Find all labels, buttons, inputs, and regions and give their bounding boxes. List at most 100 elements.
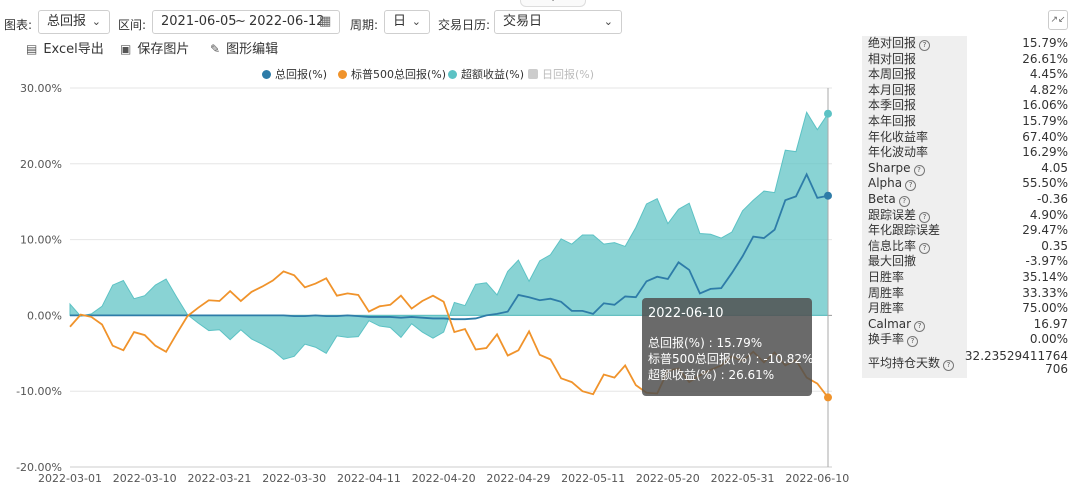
stat-value: -0.36 xyxy=(1036,191,1068,206)
stat-label-text: 信息比率 xyxy=(868,238,917,253)
stat-label-text: 跟踪误差 xyxy=(868,207,917,222)
stat-label: 最大回撤 xyxy=(862,254,967,270)
legend-item-benchmark[interactable]: 标普500总回报(%) xyxy=(338,66,446,82)
stat-label: 本年回报 xyxy=(862,113,967,130)
excel-export-button[interactable]: ▤ Excel导出 xyxy=(26,38,104,57)
stat-label: Beta? xyxy=(862,191,967,208)
legend-marker xyxy=(338,70,347,79)
help-icon[interactable]: ? xyxy=(898,195,910,207)
chevron-down-icon: ⌄ xyxy=(411,15,421,28)
legend-label: 标普500总回报(%) xyxy=(351,68,447,81)
chevron-down-icon: ⌄ xyxy=(91,15,101,28)
stat-label: 本周回报 xyxy=(862,67,967,83)
edit-chart-button[interactable]: ✎ 图形编辑 xyxy=(210,38,278,57)
stat-label-text: Calmar xyxy=(868,316,912,331)
stat-row: 年化跟踪误差 29.47% xyxy=(862,223,1072,239)
legend-item-excess[interactable]: 超额收益(%) xyxy=(448,66,524,82)
help-icon[interactable]: ? xyxy=(919,242,931,254)
chart-tooltip: 2022-06-10 总回报(%) : 15.79% 标普500总回报(%) :… xyxy=(642,298,814,396)
legend-item-total[interactable]: 总回报(%) xyxy=(262,66,327,82)
stat-row: Alpha? 55.50% xyxy=(862,176,1072,192)
stats-panel: 绝对回报? 15.79% 相对回报 26.61% 本周回报 4.45% 本月回报 4.82% 本… xyxy=(862,36,1072,378)
help-icon[interactable]: ? xyxy=(907,336,919,348)
tooltip-row: 标普500总回报(%) : -10.82% xyxy=(648,352,814,366)
excel-icon: ▤ xyxy=(26,42,38,56)
chart-type-value: 总回报 xyxy=(47,14,87,29)
stat-label-text: 月胜率 xyxy=(868,301,905,316)
stat-row: 周胜率 33.33% xyxy=(862,285,1072,302)
edit-chart-label: 图形编辑 xyxy=(226,42,279,57)
stat-label-text: 绝对回报 xyxy=(868,36,917,50)
collapse-toggle[interactable]: ∨ xyxy=(520,0,586,7)
fullscreen-icon[interactable]: ↗↙ xyxy=(1048,10,1068,30)
stat-row: 平均持仓天数? 32.23529411764706 xyxy=(862,347,1072,378)
stat-row: 年化波动率 16.29% xyxy=(862,145,1072,161)
stat-label: 年化跟踪误差 xyxy=(862,223,967,239)
x-tick-label: 2022-03-21 xyxy=(187,472,251,485)
y-tick-label: 10.00% xyxy=(20,234,62,247)
help-icon[interactable]: ? xyxy=(913,164,925,176)
stat-value: 16.29% xyxy=(1022,145,1068,160)
toolbar: 图表: 总回报 ⌄ 区间: 2021-06-05 ~ 2022-06-12 ▦ … xyxy=(0,0,860,40)
date-range-input[interactable]: 2021-06-05 ~ 2022-06-12 ▦ xyxy=(152,10,340,34)
x-tick-label: 2022-05-11 xyxy=(561,472,625,485)
y-tick-label: 20.00% xyxy=(20,158,62,171)
return-chart: -20.00% -10.00% 0.00% 10.00% 20.00% 30.00% 202… xyxy=(16,82,849,485)
stat-label: 本季回报 xyxy=(862,98,967,114)
chart-type-label: 图表: xyxy=(4,18,33,32)
x-tick-label: 2022-06-10 xyxy=(785,472,849,485)
period-select[interactable]: 日 ⌄ xyxy=(384,10,430,34)
stat-value: 0.35 xyxy=(1041,238,1068,253)
period-value: 日 xyxy=(393,14,407,29)
stat-label-text: 年化波动率 xyxy=(868,145,929,160)
help-icon[interactable]: ? xyxy=(919,211,931,223)
stat-row: 换手率? 0.00% xyxy=(862,332,1072,348)
x-tick-label: 2022-03-30 xyxy=(262,472,326,485)
help-icon[interactable]: ? xyxy=(914,320,926,332)
stat-label: 本月回报 xyxy=(862,82,967,99)
period-label: 周期: xyxy=(350,18,379,32)
end-date: 2022-06-12 xyxy=(249,14,325,29)
total-point xyxy=(824,191,832,200)
legend-marker xyxy=(528,69,538,79)
help-icon[interactable]: ? xyxy=(943,359,955,371)
stat-label-text: Alpha xyxy=(868,176,903,191)
stat-row: 绝对回报? 15.79% xyxy=(862,36,1072,52)
image-icon: ▣ xyxy=(120,42,132,56)
stat-label: 跟踪误差? xyxy=(862,207,967,224)
stat-value: 15.79% xyxy=(1022,113,1068,128)
stat-label-text: Sharpe xyxy=(868,160,911,175)
stat-label: 换手率? xyxy=(862,332,967,348)
calendar-icon[interactable]: ▦ xyxy=(319,14,332,29)
y-tick-label: -20.00% xyxy=(16,461,62,474)
calendar-value: 交易日 xyxy=(503,14,543,29)
stat-label: 相对回报 xyxy=(862,51,967,68)
stat-label: Alpha? xyxy=(862,176,967,192)
legend-label: 日回报(%) xyxy=(542,68,595,81)
stat-label-text: 本年回报 xyxy=(868,113,917,128)
legend-item-daily[interactable]: 日回报(%) xyxy=(528,66,594,82)
stat-label-text: 换手率 xyxy=(868,332,905,347)
stat-label-text: Beta xyxy=(868,191,896,206)
legend-label: 超额收益(%) xyxy=(461,68,525,81)
stat-label: 日胜率 xyxy=(862,269,967,286)
excel-export-label: Excel导出 xyxy=(43,42,104,57)
help-icon[interactable]: ? xyxy=(905,180,917,192)
stat-label: 信息比率? xyxy=(862,238,967,255)
stat-label-text: 周胜率 xyxy=(868,285,905,300)
chart-type-select[interactable]: 总回报 ⌄ xyxy=(38,10,110,34)
stat-row: 跟踪误差? 4.90% xyxy=(862,207,1072,224)
x-tick-label: 2022-03-01 xyxy=(38,472,102,485)
help-icon[interactable]: ? xyxy=(919,40,931,51)
x-tick-label: 2022-04-29 xyxy=(486,472,550,485)
stat-label-text: 日胜率 xyxy=(868,269,905,284)
legend-marker xyxy=(262,70,271,79)
stat-label: 绝对回报? xyxy=(862,36,967,52)
save-image-button[interactable]: ▣ 保存图片 xyxy=(120,38,189,57)
stat-value: 4.90% xyxy=(1029,207,1068,222)
stat-value: 33.33% xyxy=(1022,285,1068,300)
x-tick-label: 2022-05-20 xyxy=(636,472,700,485)
stat-row: 月胜率 75.00% xyxy=(862,301,1072,317)
stat-value: -3.97% xyxy=(1025,254,1068,269)
calendar-select[interactable]: 交易日 ⌄ xyxy=(494,10,622,34)
